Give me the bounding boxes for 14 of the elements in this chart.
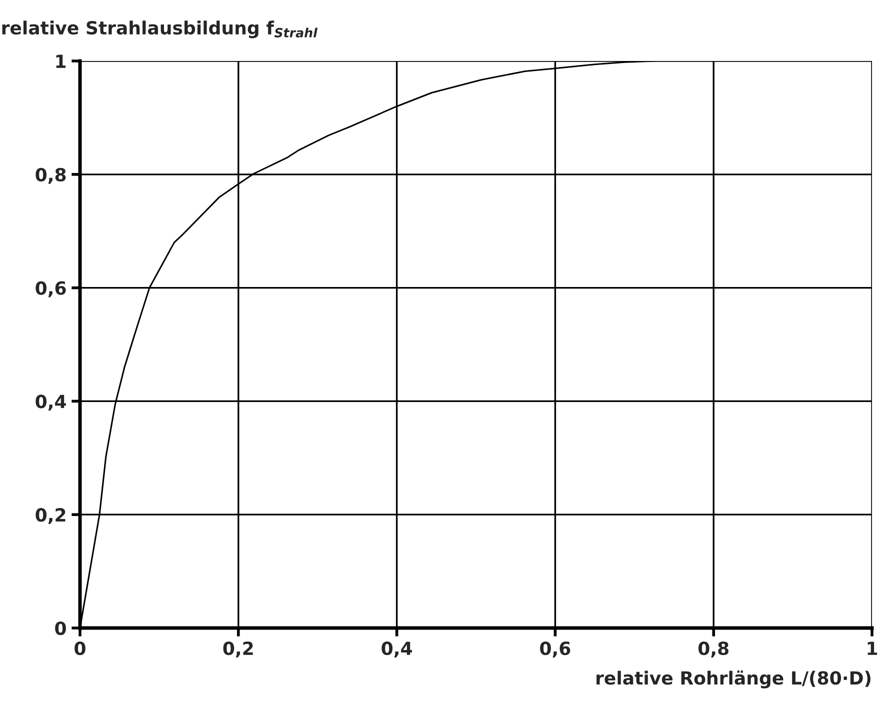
y-tick-label: 0,4 — [36, 394, 66, 411]
x-tick-label: 0,4 — [382, 642, 412, 658]
y-tick-label: 0,8 — [36, 168, 66, 184]
y-tick-label: 0,6 — [36, 281, 66, 298]
x-tick-label: 0,6 — [540, 642, 570, 658]
y-tick-label: 0 — [55, 621, 66, 636]
x-axis-title: relative Rohrlänge L/(80·D) — [596, 670, 870, 688]
x-tick-label: 0,8 — [698, 642, 728, 658]
y-tick-label: 0,2 — [36, 508, 66, 524]
y-axis-title: relative Strahlausbildung f$_{Strahl}$ — [2, 20, 318, 38]
x-tick-label: 1 — [868, 642, 878, 655]
y-tick-label: 1 — [56, 54, 66, 68]
x-tick-label: 0,2 — [223, 642, 253, 658]
x-tick-label: 0 — [74, 642, 86, 656]
